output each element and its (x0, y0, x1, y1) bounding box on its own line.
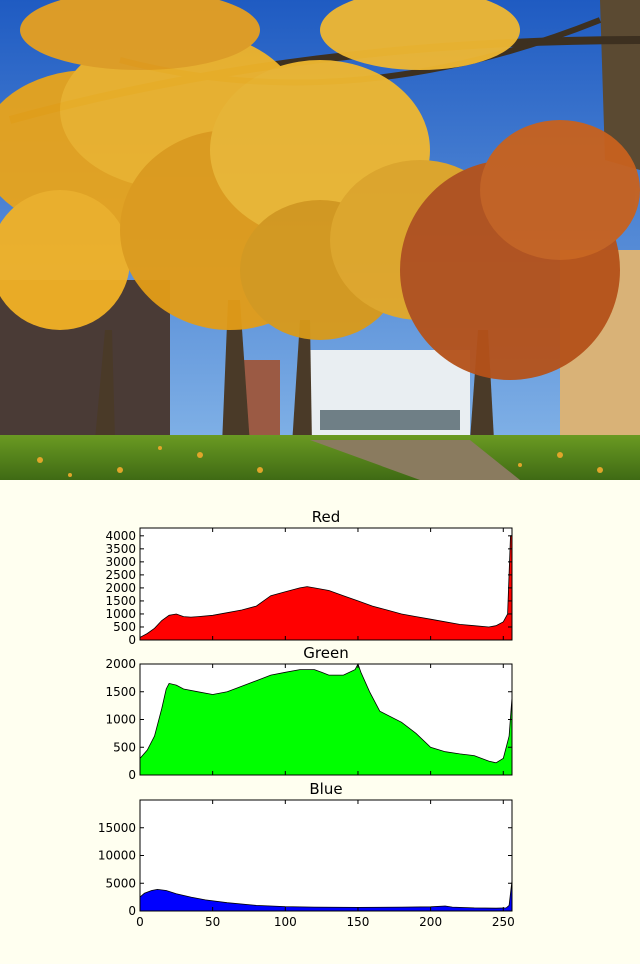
y-tick-label: 15000 (98, 821, 136, 835)
building-center-windows (320, 410, 460, 430)
y-tick-label: 1500 (105, 594, 136, 608)
plot-area-blue (140, 800, 512, 911)
histogram-area-blue (139, 880, 513, 912)
chart-title: Red (312, 508, 341, 526)
rgb-histograms: Red 0 500 1000 1500 2000 2500 3000 3500 4000 Green… (0, 480, 640, 960)
trunk-1 (95, 330, 115, 440)
y-tick-label: 2000 (105, 657, 136, 671)
x-tick-label: 50 (205, 915, 220, 929)
chart-title: Green (303, 644, 348, 662)
chart-title: Blue (309, 780, 342, 798)
x-tick-label: 250 (492, 915, 515, 929)
y-tick-label: 2000 (105, 581, 136, 595)
x-tick-label: 0 (136, 915, 144, 929)
x-tick-label: 100 (274, 915, 297, 929)
y-tick-label: 0 (128, 768, 136, 782)
y-tick-label: 0 (128, 904, 136, 918)
histogram-area-red (139, 535, 513, 641)
x-tick-label: 200 (419, 915, 442, 929)
autumn-photo (0, 0, 640, 480)
y-tick-label: 3500 (105, 542, 136, 556)
y-tick-label: 3000 (105, 555, 136, 569)
y-tick-label: 4000 (105, 529, 136, 543)
y-tick-label: 1500 (105, 685, 136, 699)
trunk-3 (292, 320, 312, 445)
histogram-area-green (139, 662, 513, 776)
y-tick-label: 0 (128, 633, 136, 647)
histogram-figure: Red05001000150020002500300035004000Green… (98, 508, 515, 929)
y-tick-label: 5000 (105, 876, 136, 890)
y-tick-label: 1000 (105, 713, 136, 727)
fallen-leaves (37, 446, 603, 477)
x-tick-label: 150 (347, 915, 370, 929)
trunk-2 (222, 300, 250, 445)
y-tick-label: 2500 (105, 568, 136, 582)
foliage (0, 0, 640, 380)
plot-frame (139, 527, 513, 641)
photo-illustration (0, 0, 640, 480)
y-tick-label: 10000 (98, 849, 136, 863)
footpath (310, 440, 520, 480)
y-tick-label: 500 (113, 740, 136, 754)
y-tick-label: 1000 (105, 607, 136, 621)
y-tick-label: 500 (113, 620, 136, 634)
